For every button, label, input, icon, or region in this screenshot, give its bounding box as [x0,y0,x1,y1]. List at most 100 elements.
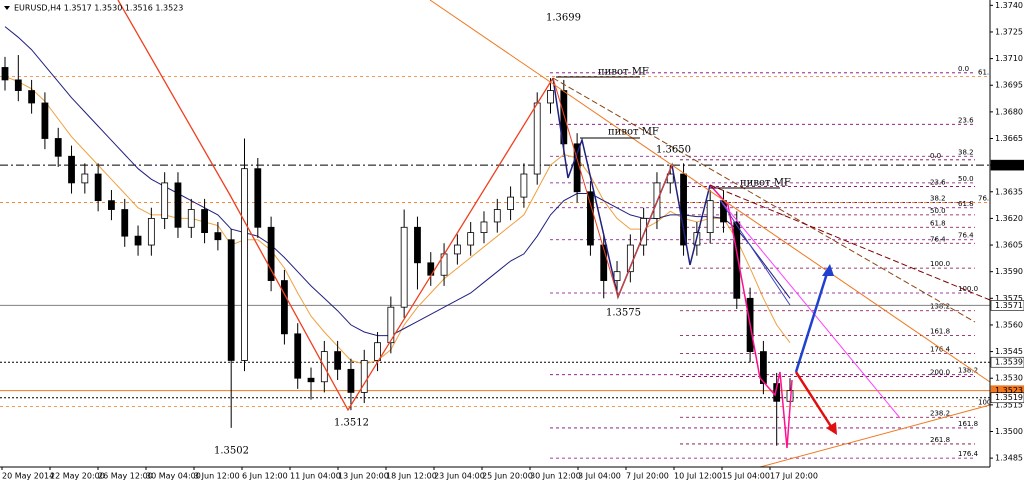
annotation: пивот MF [740,178,791,189]
arrow-head [822,264,834,276]
zigzag [117,0,554,412]
candle-body [281,280,288,335]
y-tick-label: 1.3575 [995,294,1023,303]
x-tick-label: 26 May 12:00 [98,472,153,481]
price-tag [990,356,1024,368]
y-tick-label: 1.3560 [995,320,1023,329]
candle-body [759,351,767,384]
annotations: 1.3699 пивот MF пивот MF пивот MF 1.3650… [214,13,791,457]
trend-line [429,0,991,383]
candle-body [387,306,395,344]
candle-body [414,226,421,264]
candle-body [493,209,501,223]
candle-body [227,239,235,361]
x-tick-label: 25 Jun 20:00 [482,472,533,481]
fib-label: 200.0 [930,368,950,376]
candle-body [94,173,102,202]
candle-body [174,182,182,228]
candle-body [680,173,687,246]
fib-label: 38.2 [958,148,974,156]
price-tag-label: 1.3650 [995,161,1023,170]
candle-body [374,342,381,361]
price-tag-label: 1.3523 [995,386,1023,395]
x-tick-label: 3 Jul 04:00 [578,472,621,481]
candle-body [134,235,142,246]
annotation: 1.3650 [656,145,691,156]
y-tick-label: 1.3605 [995,241,1023,250]
fib-label: 76.4 [978,194,994,202]
annotation: 1.3699 [546,13,581,24]
fib-label: 76.4 [930,235,946,243]
trend-line [719,199,901,419]
trend-line [709,184,991,301]
candle-body [453,244,461,255]
candle-body [520,173,528,198]
candle-body [147,218,155,246]
fib-label: 176.4 [958,450,979,458]
annotation: пивот MF [608,127,659,138]
x-tick-label: 20 May 2014 [2,472,54,481]
x-tick-label: 3 Jun 12:00 [194,472,240,481]
x-tick-label: 30 Jun 12:00 [530,472,581,481]
y-tick-label: 1.3485 [995,454,1023,463]
y-tick-label: 1.3710 [995,54,1023,63]
x-tick-label: 6 Jun 12:00 [242,472,288,481]
arrow-head [826,422,837,435]
fib-label: 50.0 [930,207,946,215]
candle-body [214,232,222,241]
trend-line [552,77,976,323]
fib-label: 23.6 [930,178,946,186]
fib-label: 76.4 [958,232,974,240]
moving-average [4,75,791,365]
candle-body [613,271,621,281]
trend-line [759,404,991,468]
price-tag-label: 1.3539 [995,358,1023,367]
fib-label: 61.8 [958,200,974,208]
candle-body [1,67,9,81]
price-tag-label: 1.3571 [995,301,1023,310]
candle-body [587,191,594,246]
candle-body [560,90,568,145]
annotation: 1.3502 [214,446,249,457]
x-tick-label: 30 May 04:00 [146,472,201,481]
y-tick-label: 1.3740 [995,1,1023,10]
candle-body [294,333,302,379]
y-tick-label: 1.3635 [995,187,1023,196]
candle-body [640,218,648,246]
fib-label: 161.8 [930,328,950,336]
fib-label: 61.8 [930,219,946,227]
y-tick-label: 1.3590 [995,267,1023,276]
price-tag-label: 1.3519 [995,393,1023,402]
x-tick-label: 13 Jun 20:00 [338,472,389,481]
fib-label: 23.6 [958,116,974,124]
y-tick-label: 1.3500 [995,427,1023,436]
candle-body [706,200,714,234]
candle-body [307,377,315,383]
annotation: 1.3575 [606,308,641,319]
candle-body [161,182,169,219]
candle-body [54,138,62,157]
fib-label: 261.8 [930,436,950,444]
fib-label: 100.0 [958,285,978,293]
candle-body [68,155,75,184]
fib-label: 100.0 [978,399,998,407]
y-tick-label: 1.3680 [995,107,1023,116]
candle-body [600,244,608,281]
y-tick-label: 1.3620 [995,214,1023,223]
price-tag [990,300,1024,311]
fib-label: 61.8 [978,68,994,76]
arrow [794,371,834,429]
x-tick-label: 18 Jun 12:00 [386,472,437,481]
zigzag [709,184,793,449]
candle-body [41,102,49,139]
candle-body [547,90,554,104]
fib-label: 176.4 [930,345,951,353]
candle-body [267,226,275,281]
candle-body [254,168,262,228]
fib-label: 100.0 [930,260,950,268]
zigzag [552,77,673,299]
price-tag [990,159,1024,171]
fib-label: 50.0 [958,175,974,183]
candle-body [347,368,355,393]
